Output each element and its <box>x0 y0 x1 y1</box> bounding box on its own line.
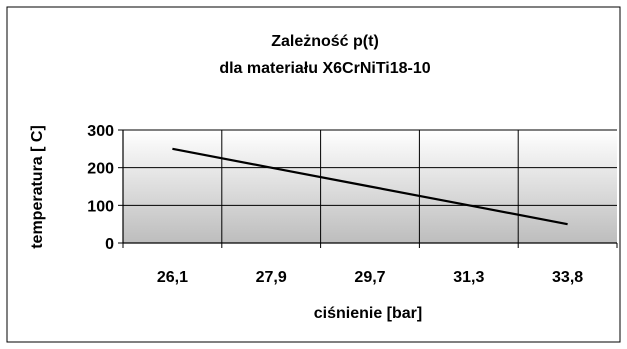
gridlines <box>123 129 617 243</box>
y-tick-label: 100 <box>87 198 114 215</box>
x-tick-label: 27,9 <box>256 269 287 286</box>
x-tick-label: 31,3 <box>453 269 484 286</box>
chart-title-line1: Zależność p(t) <box>271 33 379 50</box>
x-axis-label: ciśnienie [bar] <box>314 305 422 322</box>
x-tick-label: 33,8 <box>552 269 583 286</box>
y-tick-labels: 0 100 200 300 <box>87 123 114 253</box>
axes <box>118 129 618 248</box>
x-tick-labels: 26,1 27,9 29,7 31,3 33,8 <box>157 269 583 286</box>
y-tick-label: 300 <box>87 123 114 140</box>
series-lines <box>172 147 568 226</box>
y-tick-label: 0 <box>105 236 114 253</box>
y-tick-label: 200 <box>87 161 114 178</box>
x-tick-label: 26,1 <box>157 269 188 286</box>
y-axis-label: temperatura [ C] <box>29 125 46 249</box>
series-line <box>172 147 568 226</box>
chart-title-line2: dla materiału X6CrNiTi18-10 <box>219 60 430 77</box>
x-tick-label: 29,7 <box>354 269 385 286</box>
